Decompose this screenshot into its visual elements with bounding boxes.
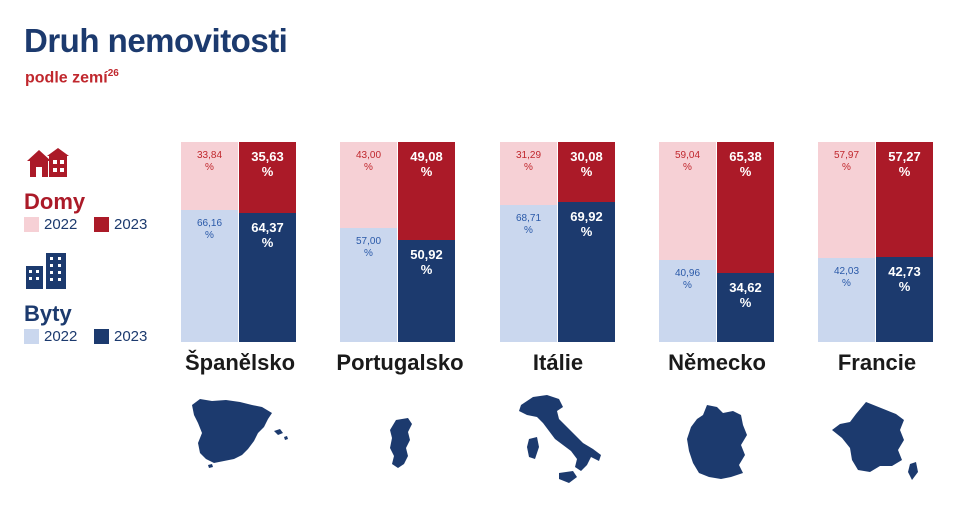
flats-2022-swatch — [24, 329, 39, 344]
country-label-italy: Itálie — [532, 350, 584, 375]
country-label-germany: Německo — [668, 350, 766, 375]
flats-2023-swatch — [94, 329, 109, 344]
data-label-houses-2022: 31,29% — [515, 150, 542, 173]
bar-group-portugal: 43,00% 57,00% 49,08% 50,92% — [340, 142, 455, 342]
houses-2023-label: 2023 — [114, 216, 148, 233]
data-label-flats-2023: 64,37% — [251, 220, 284, 250]
data-label-houses-2023: 30,08% — [570, 149, 603, 179]
germany-map-icon — [687, 405, 747, 479]
subtitle-text: podle zemí — [25, 69, 108, 87]
data-label-flats-2023: 42,73% — [888, 264, 921, 294]
bar-group-italy: 31,29% 68,71% 30,08% 69,92% — [500, 142, 615, 342]
bar-houses-2022-germany: 59,04% — [659, 142, 716, 260]
bar-houses-2022-italy: 31,29% — [500, 142, 557, 205]
apartment-building-icon — [26, 253, 66, 289]
houses-2022-label: 2022 — [44, 216, 78, 233]
flats-2023-label: 2023 — [114, 328, 148, 345]
chart-subtitle: podle zemí26 — [25, 68, 119, 87]
footnote-ref: 26 — [107, 68, 119, 79]
bar-flats-2023-italy: 69,92% — [558, 202, 615, 342]
bar-group-germany: 59,04% 40,96% 65,38% 34,62% — [659, 142, 774, 342]
bar-group-france: 57,97% 42,03% 57,27% 42,73% — [818, 142, 933, 342]
bar-flats-2023-spain: 64,37% — [239, 213, 296, 342]
country-label-spain: Španělsko — [184, 350, 296, 375]
houses-2022-swatch — [24, 217, 39, 232]
bar-houses-2022-portugal: 43,00% — [340, 142, 397, 228]
bar-flats-2023-france: 42,73% — [876, 257, 933, 342]
bar-houses-2023-france: 57,27% — [876, 142, 933, 257]
data-label-houses-2022: 57,97% — [833, 150, 860, 173]
data-label-flats-2023: 50,92% — [410, 247, 443, 277]
country-label-portugal: Portugalsko — [336, 350, 464, 375]
spain-map-icon — [192, 399, 288, 468]
france-map-icon — [832, 402, 918, 480]
data-label-houses-2022: 43,00% — [355, 150, 382, 173]
bar-flats-2022-spain: 66,16% — [181, 210, 238, 342]
data-label-flats-2022: 57,00% — [355, 236, 382, 259]
bar-houses-2022-spain: 33,84% — [181, 142, 238, 210]
bar-flats-2022-germany: 40,96% — [659, 260, 716, 342]
houses-legend-label: Domy — [24, 189, 86, 214]
bar-houses-2022-france: 57,97% — [818, 142, 875, 258]
data-label-houses-2022: 59,04% — [674, 150, 701, 173]
chart-title: Druh nemovitosti — [24, 22, 288, 59]
bar-flats-2022-portugal: 57,00% — [340, 228, 397, 342]
legend: Domy 2022 2023 Byty 2022 2023 — [24, 140, 174, 350]
data-label-flats-2022: 66,16% — [196, 218, 223, 241]
data-label-flats-2022: 40,96% — [674, 268, 701, 291]
country-label-france: Francie — [837, 350, 917, 375]
data-label-houses-2023: 49,08% — [410, 149, 443, 179]
data-label-houses-2023: 57,27% — [888, 149, 921, 179]
bar-houses-2023-portugal: 49,08% — [398, 142, 455, 240]
flats-legend-label: Byty — [24, 301, 72, 326]
data-label-flats-2023: 34,62% — [729, 280, 762, 310]
data-label-houses-2022: 33,84% — [196, 150, 223, 173]
bar-flats-2023-portugal: 50,92% — [398, 240, 455, 342]
data-label-houses-2023: 35,63% — [251, 149, 284, 179]
flats-2022-label: 2022 — [44, 328, 78, 345]
portugal-map-icon — [390, 418, 412, 468]
data-label-flats-2023: 69,92% — [570, 209, 603, 239]
house-icon — [27, 148, 69, 177]
bar-houses-2023-italy: 30,08% — [558, 142, 615, 202]
data-label-flats-2022: 68,71% — [515, 213, 542, 236]
bar-houses-2023-spain: 35,63% — [239, 142, 296, 213]
italy-map-icon — [519, 395, 601, 483]
bar-group-spain: 33,84% 66,16% 35,63% 64,37% — [181, 142, 296, 342]
data-label-flats-2022: 42,03% — [833, 266, 860, 289]
bar-flats-2022-italy: 68,71% — [500, 205, 557, 342]
bar-flats-2022-france: 42,03% — [818, 258, 875, 342]
data-label-houses-2023: 65,38% — [729, 149, 762, 179]
bar-houses-2023-germany: 65,38% — [717, 142, 774, 273]
houses-2023-swatch — [94, 217, 109, 232]
bar-flats-2023-germany: 34,62% — [717, 273, 774, 342]
